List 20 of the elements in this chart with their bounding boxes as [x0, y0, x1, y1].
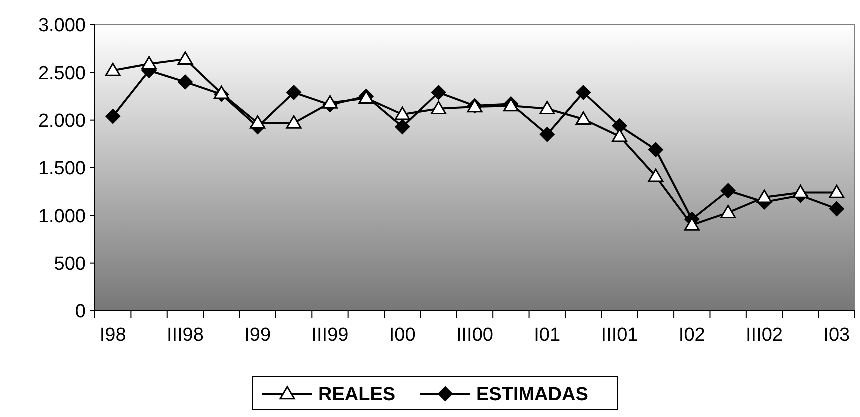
y-tick-label: 500 — [54, 254, 86, 275]
x-tick-label: I01 — [534, 325, 561, 346]
y-tick-label: 2.000 — [38, 110, 86, 132]
x-tick-label: I03 — [824, 325, 850, 346]
x-tick-label: III00 — [456, 325, 494, 346]
x-tick-label: III02 — [746, 325, 784, 346]
x-tick-label: I02 — [678, 325, 706, 346]
y-tick-label: 0 — [75, 302, 86, 323]
legend-label: REALES — [318, 384, 396, 406]
y-tick-label: 1.500 — [38, 158, 86, 180]
y-tick-label: 2.500 — [38, 63, 86, 84]
y-tick-label: 1.000 — [38, 206, 86, 228]
x-tick-label: III01 — [601, 325, 638, 346]
x-tick-label: I98 — [100, 325, 126, 346]
x-tick-label: I00 — [389, 325, 416, 346]
legend-label: ESTIMADAS — [476, 384, 588, 406]
x-tick-label: I99 — [244, 325, 272, 346]
x-tick-label: III99 — [312, 325, 349, 346]
y-tick-label: 3.000 — [38, 16, 86, 37]
x-tick-label: III98 — [166, 325, 204, 346]
